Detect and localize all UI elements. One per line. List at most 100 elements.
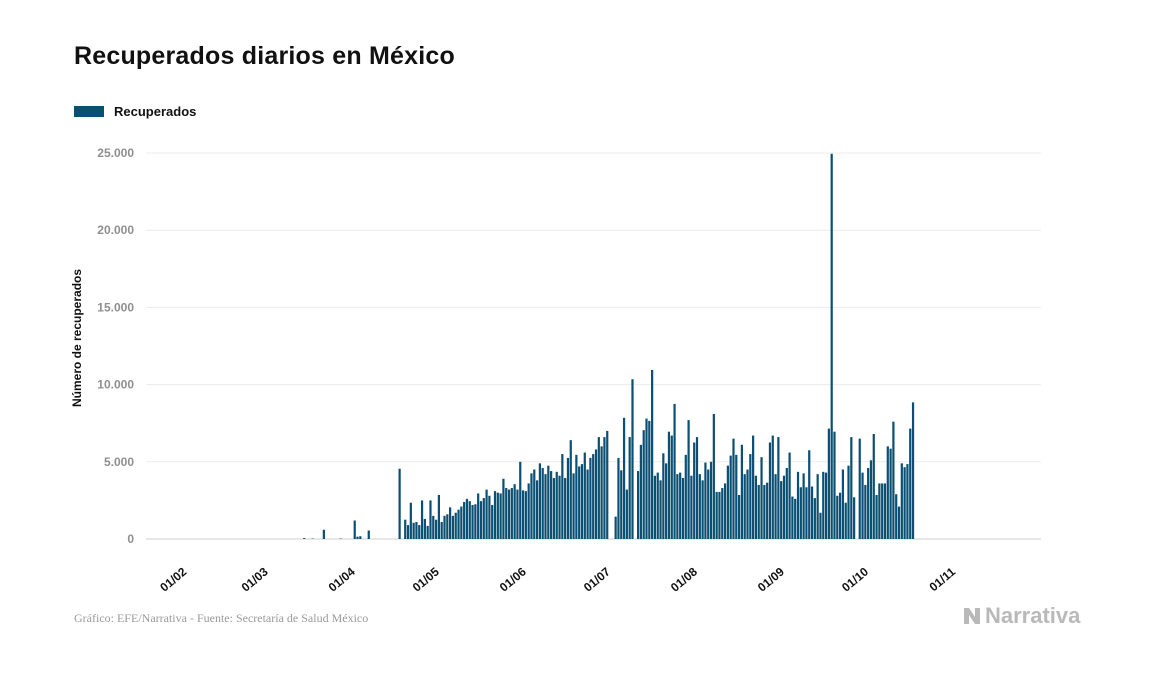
bar bbox=[479, 501, 483, 539]
bar bbox=[404, 519, 407, 539]
bar bbox=[412, 522, 415, 539]
bar bbox=[513, 484, 516, 539]
bar bbox=[359, 536, 362, 539]
bar bbox=[471, 505, 474, 539]
bar bbox=[774, 474, 777, 539]
bar bbox=[662, 453, 665, 539]
x-tick-label: 01/02 bbox=[157, 564, 189, 594]
y-tick-label: 5.000 bbox=[104, 455, 134, 469]
bar bbox=[869, 460, 873, 539]
bar bbox=[592, 454, 595, 539]
bar bbox=[642, 430, 645, 539]
bar bbox=[836, 495, 839, 539]
bar bbox=[911, 402, 915, 539]
bar bbox=[507, 489, 511, 539]
bar bbox=[541, 467, 544, 539]
bar bbox=[645, 418, 648, 539]
bar bbox=[749, 454, 752, 539]
bar bbox=[883, 483, 887, 539]
bar bbox=[625, 489, 628, 539]
bar bbox=[653, 475, 657, 539]
bar bbox=[757, 484, 760, 539]
bar bbox=[440, 522, 443, 539]
bar bbox=[460, 506, 463, 539]
bar bbox=[620, 470, 623, 539]
bar bbox=[746, 469, 749, 539]
bar bbox=[667, 431, 671, 539]
bar bbox=[586, 469, 589, 539]
bar bbox=[600, 446, 603, 539]
bar bbox=[564, 478, 567, 539]
bar bbox=[810, 486, 814, 539]
bar bbox=[614, 516, 617, 539]
bar bbox=[538, 463, 541, 539]
bar bbox=[510, 488, 513, 539]
brand-name: Narrativa bbox=[985, 603, 1081, 628]
bar bbox=[740, 444, 744, 539]
bar bbox=[687, 420, 690, 539]
bar bbox=[878, 483, 881, 539]
bar bbox=[805, 487, 808, 539]
bar bbox=[670, 435, 673, 539]
bar bbox=[589, 457, 592, 539]
bar bbox=[676, 474, 679, 539]
bar bbox=[356, 536, 359, 539]
bar bbox=[502, 478, 505, 539]
bar bbox=[353, 520, 356, 539]
source-note: Gráfico: EFE/Narrativa - Fuente: Secreta… bbox=[74, 611, 369, 625]
bar bbox=[690, 475, 693, 539]
bar bbox=[777, 437, 780, 539]
bar bbox=[631, 379, 634, 539]
bar bbox=[409, 502, 412, 539]
chart-title: Recuperados diarios en México bbox=[74, 42, 455, 70]
bar bbox=[780, 481, 783, 539]
y-tick-label: 10.000 bbox=[97, 378, 134, 392]
y-axis-label: Número de recuperados bbox=[70, 269, 84, 407]
bar bbox=[791, 496, 794, 539]
bar bbox=[858, 438, 861, 539]
bar bbox=[726, 465, 729, 539]
bar bbox=[763, 484, 766, 539]
bar bbox=[813, 498, 816, 539]
bar bbox=[322, 529, 325, 539]
y-tick-label: 0 bbox=[127, 532, 134, 546]
bar bbox=[420, 500, 424, 539]
bar bbox=[822, 471, 825, 539]
bar bbox=[493, 491, 497, 539]
bar bbox=[535, 480, 539, 539]
x-tick-label: 01/05 bbox=[410, 564, 442, 594]
bar bbox=[426, 525, 429, 539]
bar bbox=[544, 474, 547, 539]
bar bbox=[808, 450, 811, 539]
bar bbox=[488, 495, 491, 539]
bar bbox=[735, 454, 738, 539]
legend: Recuperados bbox=[74, 104, 196, 119]
bar bbox=[729, 455, 732, 539]
bar bbox=[569, 440, 572, 539]
bar bbox=[519, 461, 522, 539]
bar bbox=[446, 514, 449, 539]
bar bbox=[465, 498, 469, 539]
x-tick-label: 01/09 bbox=[755, 564, 787, 594]
bar bbox=[906, 464, 909, 539]
bar bbox=[533, 469, 536, 539]
bar bbox=[768, 442, 772, 539]
bar bbox=[496, 492, 499, 539]
bar bbox=[721, 488, 724, 539]
bar bbox=[524, 491, 527, 539]
y-tick-label: 25.000 bbox=[97, 146, 134, 160]
bar bbox=[583, 452, 586, 539]
bar bbox=[656, 472, 659, 539]
bars bbox=[303, 153, 915, 539]
bar bbox=[861, 472, 864, 539]
y-tick-label: 20.000 bbox=[97, 223, 134, 237]
bar bbox=[648, 420, 651, 539]
x-tick-label: 01/06 bbox=[497, 564, 529, 594]
bar bbox=[693, 442, 696, 539]
bar bbox=[437, 495, 440, 539]
bar bbox=[451, 515, 455, 539]
bar bbox=[418, 525, 421, 539]
bar bbox=[485, 489, 488, 539]
bar bbox=[844, 502, 847, 539]
